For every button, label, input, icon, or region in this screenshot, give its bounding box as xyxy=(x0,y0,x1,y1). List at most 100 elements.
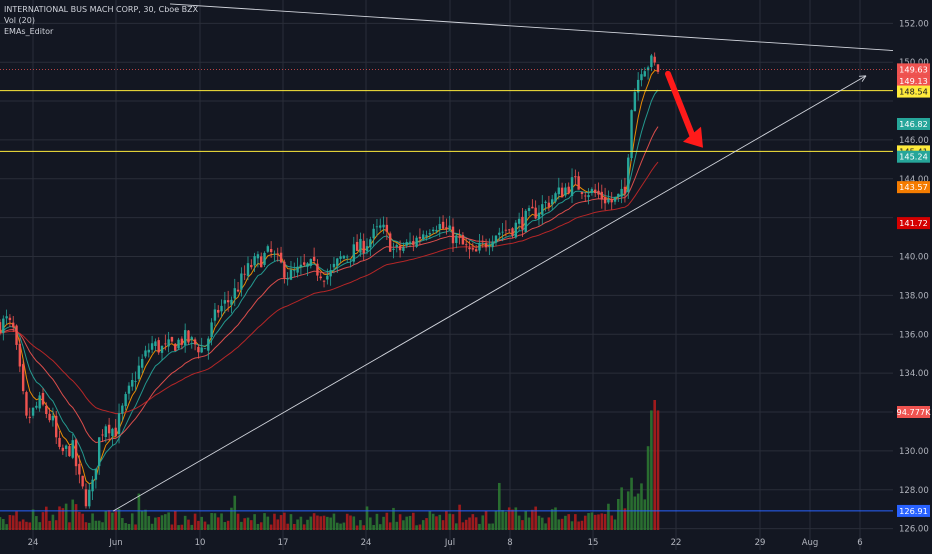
candle-body xyxy=(593,189,597,194)
candle-body xyxy=(554,193,557,202)
candle-body xyxy=(193,339,197,345)
price-label-ema-long: 143.57 xyxy=(899,182,928,192)
candle-body xyxy=(398,245,402,251)
volume-bar xyxy=(124,523,127,530)
candle-body xyxy=(445,227,448,229)
candle-body xyxy=(273,253,276,255)
candle-body xyxy=(560,187,564,198)
candle-body xyxy=(498,232,501,235)
candle-body xyxy=(45,405,48,415)
volume-bar xyxy=(369,517,372,530)
volume-bar xyxy=(127,523,131,530)
volume-legend[interactable]: Vol (20) xyxy=(4,16,35,25)
volume-bar xyxy=(431,513,435,530)
ema-fast-line xyxy=(0,69,659,485)
volume-bar xyxy=(448,513,451,530)
volume-bar xyxy=(603,513,607,530)
candle-layer xyxy=(0,52,660,509)
volume-bar xyxy=(326,516,329,530)
upper-trend-line[interactable] xyxy=(169,3,894,51)
red-arrow-shaft[interactable] xyxy=(665,70,697,143)
volume-bar xyxy=(402,520,405,530)
volume-bar xyxy=(550,509,554,530)
ema-layer xyxy=(0,69,659,485)
candle-body xyxy=(289,269,293,280)
time-tick-label: 17 xyxy=(278,538,289,548)
support-trend-line[interactable] xyxy=(112,75,867,512)
candle-body xyxy=(154,341,157,347)
candle-body xyxy=(213,309,217,321)
volume-bar xyxy=(471,514,475,530)
volume-bar xyxy=(154,517,157,530)
price-tick-label: 146.00 xyxy=(899,136,929,146)
volume-bar xyxy=(233,495,237,530)
volume-bar xyxy=(144,509,147,530)
red-arrow-head[interactable] xyxy=(683,126,703,148)
volume-bar xyxy=(458,504,461,530)
candle-body xyxy=(643,71,646,77)
candle-body xyxy=(210,322,213,338)
symbol-title[interactable]: INTERNATIONAL BUS MACH CORP, 30, Cboe BZ… xyxy=(4,5,199,14)
candle-body xyxy=(111,428,114,437)
volume-bar xyxy=(28,522,32,530)
candle-body xyxy=(38,395,41,409)
candle-body xyxy=(395,245,398,247)
candle-body xyxy=(372,228,375,239)
volume-bar xyxy=(428,511,432,530)
candle-body xyxy=(312,256,316,261)
candle-body xyxy=(269,248,273,253)
candle-body xyxy=(207,338,210,351)
volume-bar xyxy=(180,524,184,530)
candle-body xyxy=(88,489,91,507)
volume-bar xyxy=(610,515,614,530)
candle-body xyxy=(250,264,253,268)
volume-bar xyxy=(190,524,194,530)
price-label-line-1-bg xyxy=(897,85,930,98)
volume-bar xyxy=(329,517,332,530)
candle-body xyxy=(617,193,620,197)
candle-body xyxy=(527,208,531,211)
candle-body xyxy=(590,189,594,193)
emas-legend[interactable]: EMAs_Editor xyxy=(4,27,54,36)
volume-bar xyxy=(378,524,382,530)
volume-bar xyxy=(306,519,309,530)
drawing-lines-layer[interactable] xyxy=(0,3,894,512)
candle-body xyxy=(97,437,101,467)
candle-body xyxy=(402,247,405,251)
volume-bar xyxy=(590,512,594,530)
time-tick-label: 10 xyxy=(195,538,206,548)
volume-bar xyxy=(438,514,442,530)
volume-bar xyxy=(355,525,359,530)
candle-body xyxy=(422,234,425,240)
volume-bar xyxy=(220,513,223,530)
volume-bar xyxy=(160,515,164,530)
volume-bar xyxy=(111,512,114,530)
volume-bar xyxy=(134,524,137,530)
volume-bar xyxy=(246,517,250,530)
volume-bar xyxy=(554,507,557,530)
candle-body xyxy=(355,241,359,251)
price-tick-label: 130.00 xyxy=(899,447,929,457)
candle-body xyxy=(329,270,332,277)
price-label-ema-slow: 145.24 xyxy=(899,152,928,162)
candle-body xyxy=(18,343,22,367)
price-label-last-bg xyxy=(897,63,930,76)
volume-bar xyxy=(521,520,524,530)
volume-bar xyxy=(385,512,389,530)
volume-bar xyxy=(425,518,428,530)
volume-bar xyxy=(640,483,643,530)
arrow-layer[interactable] xyxy=(665,70,703,148)
candle-body xyxy=(468,247,471,250)
volume-bar xyxy=(531,509,534,530)
candle-body xyxy=(636,79,640,93)
volume-bar xyxy=(200,516,203,530)
candle-body xyxy=(332,263,336,268)
time-axis[interactable]: 24 Jun 10 17 24 Jul 8 15 22 29 Aug 6 xyxy=(28,538,863,548)
volume-bar xyxy=(656,410,660,530)
candle-body xyxy=(544,201,547,203)
candle-body xyxy=(177,339,180,349)
volume-bar xyxy=(398,514,402,530)
volume-bar xyxy=(382,516,385,530)
